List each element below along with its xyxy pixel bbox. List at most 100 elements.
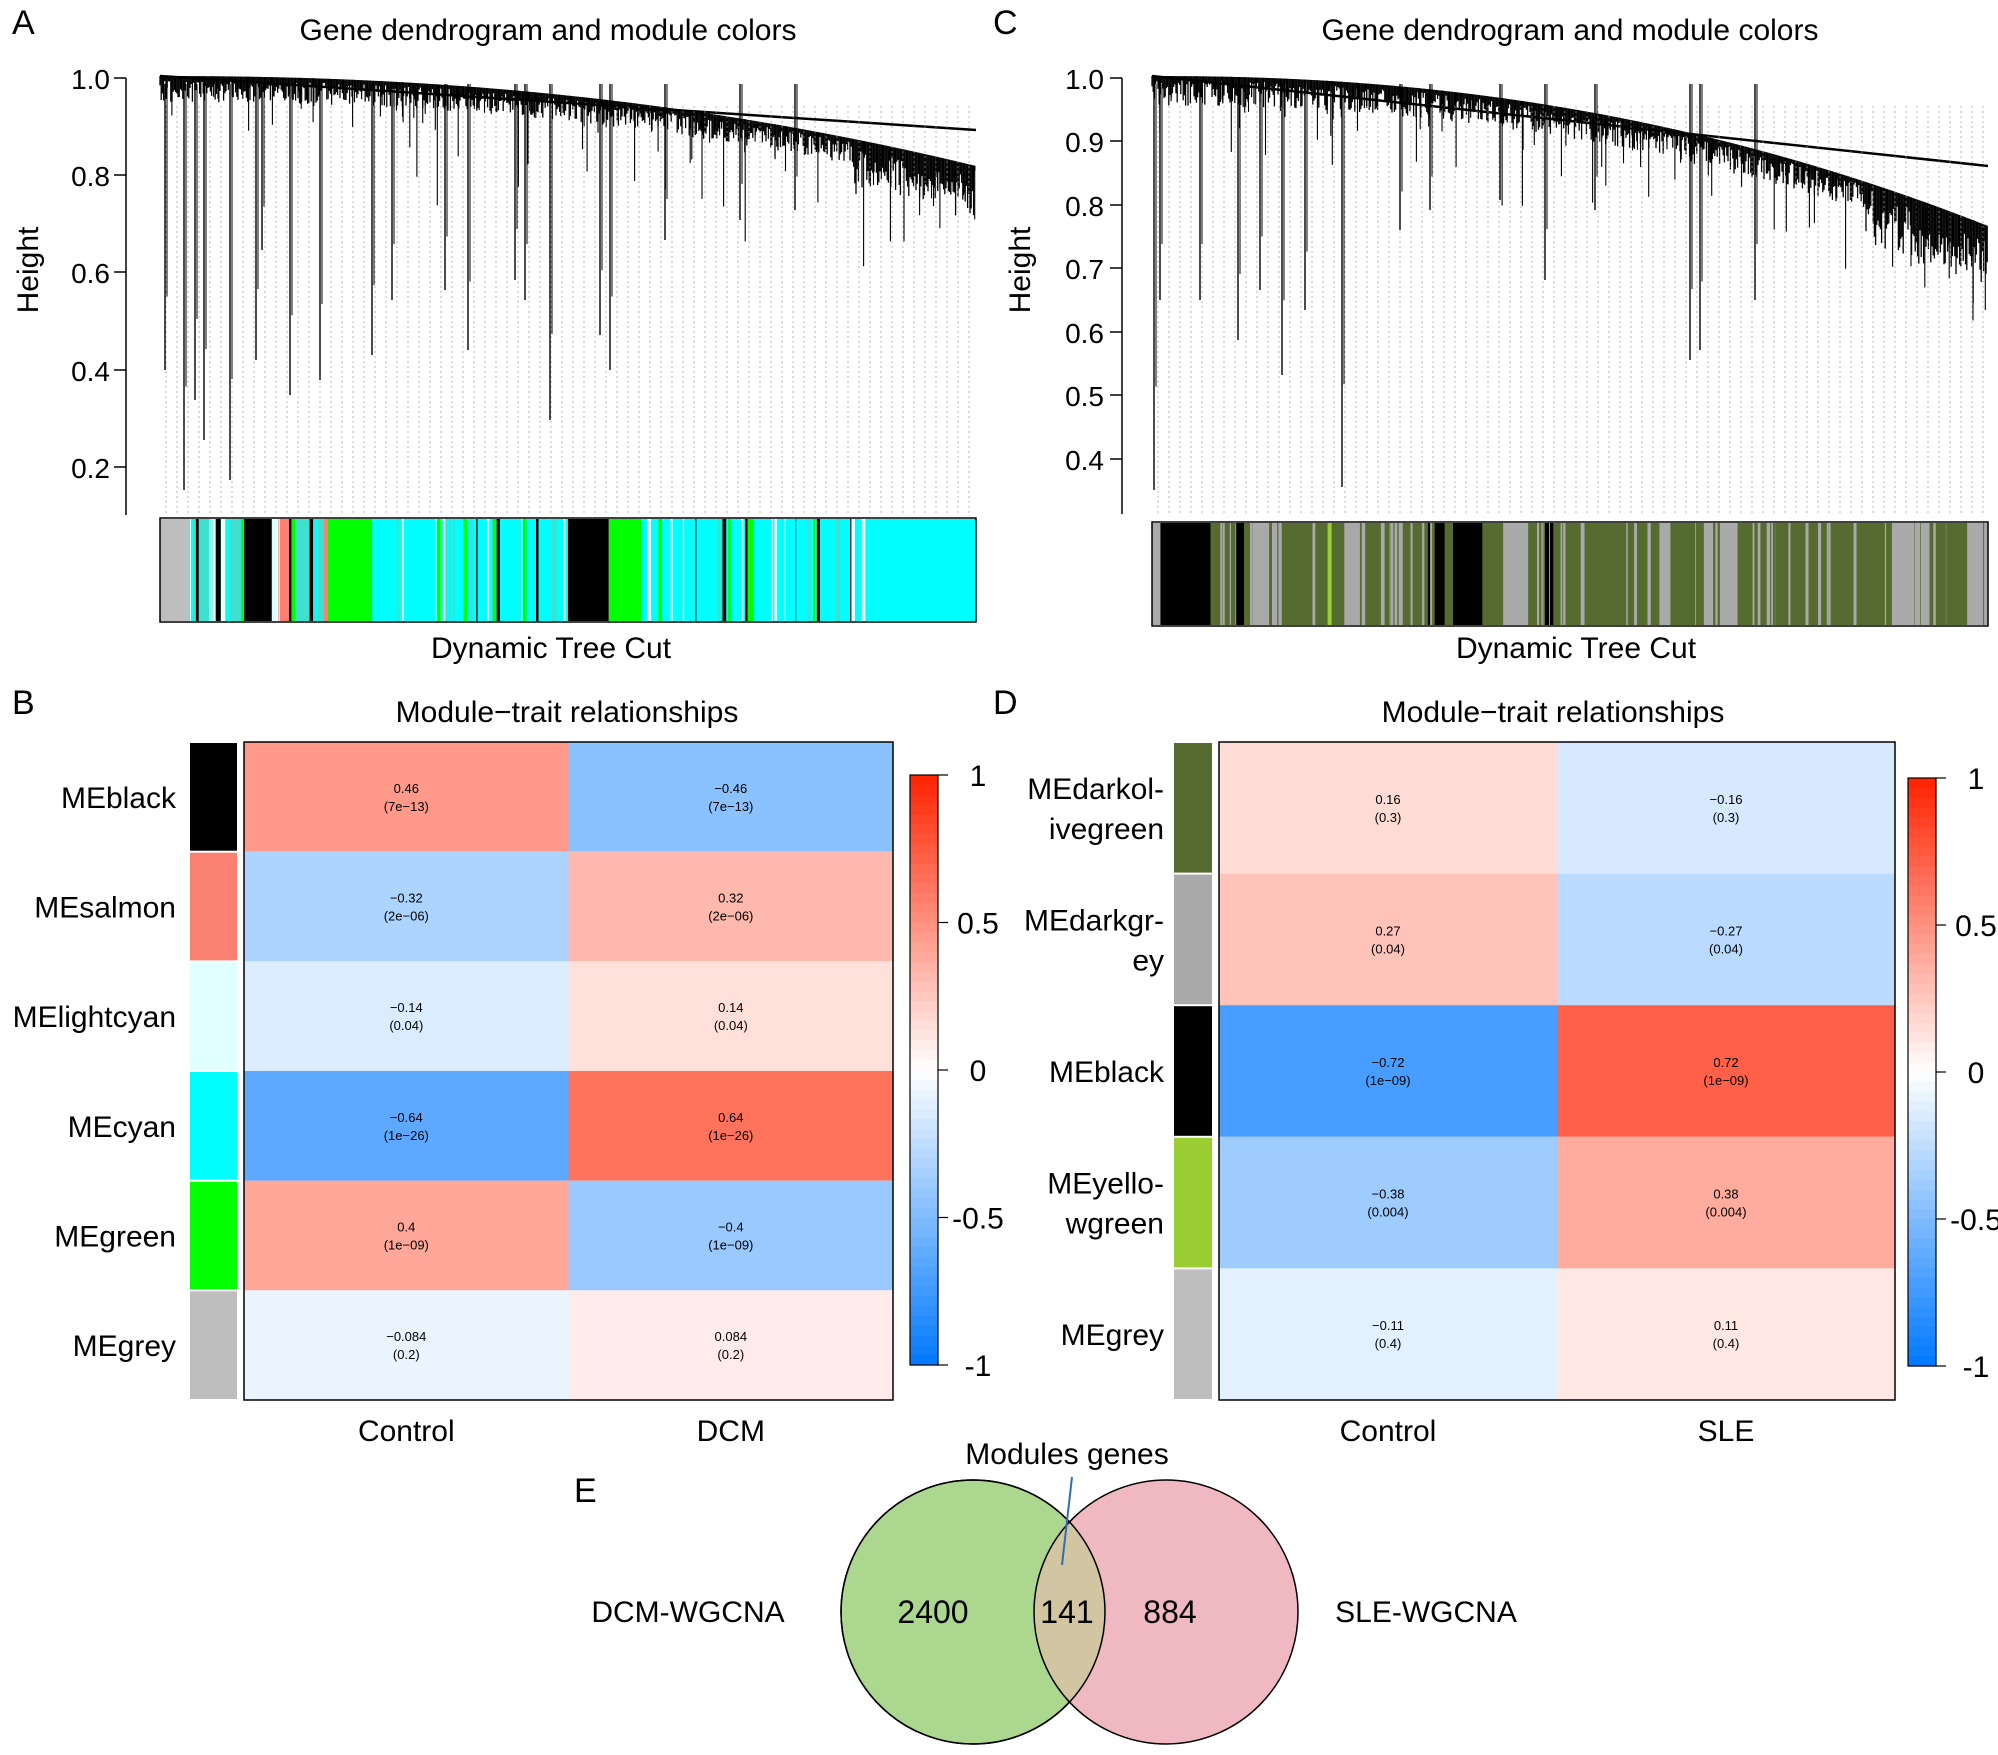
legend-gradient-step <box>910 775 938 786</box>
legend-gradient-step <box>1908 934 1936 946</box>
module-color-segment <box>1252 523 1282 625</box>
cell-pvalue-label: (1e−09) <box>1365 1073 1410 1088</box>
legend-gradient-step <box>910 1011 938 1022</box>
legend-gradient-step <box>1908 1032 1936 1044</box>
module-color-segment <box>372 519 438 621</box>
panel-b-color-legend: 1 0.5 0 -0.5 -1 <box>909 760 1004 1383</box>
legend-gradient-step <box>1908 827 1936 838</box>
module-color-segment <box>1812 523 1814 625</box>
module-color-segment <box>289 519 292 621</box>
legend-gradient-step <box>910 981 938 992</box>
venn-left-set-label: DCM-WGCNA <box>591 1596 784 1629</box>
legend-gradient-step <box>910 1315 938 1327</box>
cell-correlation-label: −0.16 <box>1710 792 1743 807</box>
module-color-segment <box>1503 523 1529 625</box>
module-color-segment <box>478 519 481 621</box>
module-color-segment <box>1543 523 1545 625</box>
module-color-segment <box>1542 523 1544 625</box>
panel-c-color-bar-frame <box>1151 521 1989 627</box>
row-label: MEgreen <box>54 1221 176 1254</box>
legend-gradient-step <box>1908 1052 1936 1063</box>
legend-gradient-step <box>1908 1346 1936 1357</box>
module-color-segment <box>1771 523 1773 625</box>
module-color-segment <box>1691 523 1695 625</box>
legend-gradient-step <box>1908 1228 1936 1240</box>
venn-right-only-count: 884 <box>1143 1594 1196 1630</box>
module-color-segment <box>774 519 778 621</box>
module-color-segment <box>1344 523 1366 625</box>
panel-d-letter: D <box>993 684 1018 722</box>
module-color-segment <box>1160 523 1211 625</box>
module-color-segment <box>1229 523 1231 625</box>
legend-tick-label: 0 <box>1968 1057 1985 1090</box>
cell-pvalue-label: (0.004) <box>1367 1205 1408 1220</box>
legend-gradient-step <box>910 1070 938 1081</box>
heatmap-cell <box>244 961 569 1071</box>
cell-correlation-label: −0.27 <box>1710 923 1743 938</box>
legend-tick-label: -1 <box>1963 1351 1990 1384</box>
module-color-segment <box>816 519 820 621</box>
legend-gradient-step <box>1908 1199 1936 1210</box>
module-color-segment <box>1884 523 1887 625</box>
panel-a-ytick-label: 0.4 <box>71 356 110 387</box>
module-color-segment <box>521 519 523 621</box>
module-color-segment <box>502 519 504 621</box>
module-color-segment <box>309 519 312 621</box>
module-color-segment <box>463 519 467 621</box>
module-color-segment <box>1717 523 1720 625</box>
module-color-segment <box>1766 523 1771 625</box>
module-color-segment <box>1397 523 1399 625</box>
module-color-segment <box>323 519 328 621</box>
legend-gradient-step <box>910 1266 938 1278</box>
module-color-segment <box>1338 523 1340 625</box>
cell-pvalue-label: (0.04) <box>714 1018 748 1033</box>
cell-pvalue-label: (7e−13) <box>708 799 753 814</box>
legend-gradient-step <box>1908 1268 1936 1279</box>
panel-c-ylabel: Height <box>1004 226 1037 313</box>
legend-gradient-step <box>1908 866 1936 877</box>
legend-gradient-step <box>910 1197 938 1209</box>
module-color-segment <box>790 519 795 621</box>
panel-b-letter: B <box>12 684 35 722</box>
heatmap-cell <box>244 1290 569 1400</box>
legend-gradient-step <box>910 893 938 904</box>
cell-correlation-label: 0.38 <box>1713 1187 1738 1202</box>
cell-pvalue-label: (1e−26) <box>384 1128 429 1143</box>
cell-pvalue-label: (0.2) <box>393 1347 420 1362</box>
legend-gradient-step <box>910 1325 938 1337</box>
module-color-segment <box>1918 523 1920 625</box>
module-color-segment <box>851 519 855 621</box>
legend-gradient-step <box>1908 1317 1936 1328</box>
cell-correlation-label: −0.64 <box>390 1110 423 1125</box>
panel-c-title: Gene dendrogram and module colors <box>1322 14 1819 47</box>
module-color-segment <box>304 519 307 621</box>
legend-gradient-step <box>910 1207 938 1219</box>
module-color-segment <box>608 519 642 621</box>
panel-c: C Gene dendrogram and module colors Heig… <box>993 4 1989 665</box>
module-color-segment <box>682 519 685 621</box>
panel-e: E Modules genes DCM-WGCNA SLE-WGCNA 2400… <box>574 1438 1517 1745</box>
legend-gradient-step <box>1908 1248 1936 1259</box>
legend-gradient-step <box>1908 817 1936 828</box>
cell-pvalue-label: (2e−06) <box>384 909 429 924</box>
cell-correlation-label: 0.46 <box>394 781 419 796</box>
heatmap-cell <box>244 1071 569 1181</box>
module-color-segment <box>189 519 193 621</box>
module-color-segment <box>1985 523 1989 625</box>
module-swatch <box>190 743 237 851</box>
cell-pvalue-label: (1e−09) <box>708 1238 753 1253</box>
module-color-segment <box>1639 523 1643 625</box>
module-swatch <box>1174 1137 1212 1268</box>
module-color-segment <box>1390 523 1403 625</box>
legend-gradient-step <box>910 1079 938 1091</box>
module-color-segment <box>563 519 566 621</box>
legend-gradient-step <box>1908 1111 1936 1122</box>
module-color-segment <box>1549 523 1550 625</box>
heatmap-cell <box>568 742 893 852</box>
module-color-segment <box>1560 523 1563 625</box>
panel-b: B Module−trait relationships MEblack 0.46… <box>12 684 1004 1448</box>
legend-gradient-step <box>910 1217 938 1228</box>
legend-gradient-step <box>910 814 938 825</box>
module-color-segment <box>687 519 691 621</box>
